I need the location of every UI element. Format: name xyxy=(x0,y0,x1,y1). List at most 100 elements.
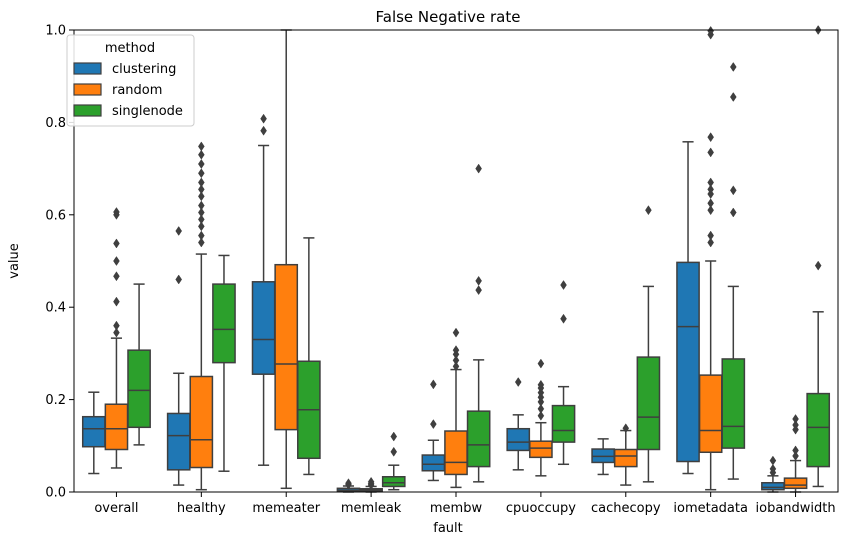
outlier-point xyxy=(560,313,567,324)
y-tick-label: 0.0 xyxy=(45,486,66,501)
outlier-point xyxy=(792,451,799,461)
box-iqr xyxy=(806,392,831,468)
outlier-point xyxy=(198,230,205,241)
box-random-membw xyxy=(444,327,468,489)
legend: method clustering random singlenode xyxy=(66,34,195,127)
outlier-point xyxy=(537,410,545,421)
box-iqr xyxy=(212,283,236,364)
outlier-point xyxy=(113,238,120,249)
outlier-point xyxy=(198,168,205,179)
x-axis-ticks: overall healthy memeater memleak membw cpuocc… xyxy=(94,492,836,516)
y-tick-label: 1.0 xyxy=(45,24,66,39)
box-singlenode-cpuoccupy xyxy=(551,280,576,466)
legend-label-random: random xyxy=(112,83,162,98)
outlier-point xyxy=(390,431,398,442)
outlier-point xyxy=(707,25,714,36)
outlier-point xyxy=(814,260,822,271)
y-axis-label: value xyxy=(7,243,22,279)
outlier-point xyxy=(707,184,714,195)
y-axis-ticks: 0.0 0.2 0.4 0.6 0.8 1.0 xyxy=(45,24,74,501)
outlier-point xyxy=(560,280,567,290)
outlier-point xyxy=(260,125,267,136)
outlier-point xyxy=(537,403,545,414)
y-tick-label: 0.6 xyxy=(45,208,66,223)
outlier-point xyxy=(707,198,714,209)
x-tick-label: membw xyxy=(430,501,483,516)
outlier-point xyxy=(113,271,120,282)
x-axis-label: fault xyxy=(433,521,463,536)
outlier-point xyxy=(769,463,777,474)
outlier-point xyxy=(730,92,737,102)
outlier-point xyxy=(514,377,522,387)
outlier-point xyxy=(707,205,714,216)
box-iqr xyxy=(506,427,531,452)
box-iqr xyxy=(81,415,106,448)
box-random-iometadata xyxy=(698,25,723,491)
outlier-point xyxy=(113,296,120,307)
outlier-point xyxy=(707,147,714,158)
x-tick-label: cachecopy xyxy=(591,501,661,516)
outlier-point xyxy=(475,275,482,286)
box-clustering-healthy xyxy=(166,226,191,486)
outlier-point xyxy=(113,327,120,338)
outlier-point xyxy=(345,478,352,489)
y-tick-label: 0.8 xyxy=(45,116,66,131)
outlier-point xyxy=(430,419,437,430)
box-iqr xyxy=(698,374,723,454)
outlier-point xyxy=(198,221,205,232)
outlier-point xyxy=(390,446,398,457)
box-clustering-overall xyxy=(81,391,106,475)
outlier-point xyxy=(198,177,205,188)
outlier-point xyxy=(367,476,375,487)
outlier-point xyxy=(175,226,182,236)
y-tick-label: 0.2 xyxy=(45,393,66,408)
box-clustering-memeater xyxy=(251,113,276,466)
y-tick-label: 0.4 xyxy=(45,301,66,316)
outlier-point xyxy=(452,361,460,372)
box-singlenode-healthy xyxy=(212,254,236,472)
outlier-point xyxy=(645,205,652,216)
box-iqr xyxy=(721,358,746,449)
x-tick-label: memleak xyxy=(341,501,402,516)
box-iqr xyxy=(127,349,151,429)
outlier-point xyxy=(260,113,267,124)
x-tick-label: iobandwidth xyxy=(756,501,836,516)
box-random-memleak xyxy=(359,476,383,493)
outlier-point xyxy=(537,379,545,390)
outlier-point xyxy=(113,256,120,266)
legend-frame xyxy=(66,34,195,127)
outlier-point xyxy=(537,358,545,369)
box-random-overall xyxy=(104,207,129,469)
outlier-point xyxy=(452,327,460,338)
x-tick-label: iometadata xyxy=(673,501,748,516)
outlier-point xyxy=(452,345,460,356)
box-random-iobandwidth xyxy=(783,414,808,493)
box-iqr xyxy=(421,454,446,472)
outlier-point xyxy=(707,132,714,143)
outlier-point xyxy=(707,237,714,248)
box-iqr xyxy=(189,375,214,469)
outlier-point xyxy=(792,445,799,456)
chart-title: False Negative rate xyxy=(376,8,521,26)
box-iqr xyxy=(104,403,129,451)
box-singlenode-iobandwidth xyxy=(806,25,831,488)
box-singlenode-cachecopy xyxy=(636,205,661,483)
outlier-point xyxy=(792,414,799,424)
outlier-point xyxy=(198,214,205,225)
box-singlenode-iometadata xyxy=(721,62,746,480)
box-iqr xyxy=(613,448,638,468)
outlier-point xyxy=(113,207,120,217)
box-random-cpuoccupy xyxy=(529,358,553,477)
outlier-point xyxy=(198,141,205,152)
box-iqr xyxy=(783,477,808,490)
box-singlenode-memeater xyxy=(297,237,321,476)
legend-swatch-random xyxy=(73,83,102,96)
box-iqr xyxy=(466,410,491,468)
outlier-point xyxy=(198,149,205,160)
outlier-point xyxy=(769,455,777,466)
outlier-point xyxy=(475,285,482,296)
box-iqr xyxy=(761,482,785,491)
box-iqr xyxy=(444,430,468,476)
